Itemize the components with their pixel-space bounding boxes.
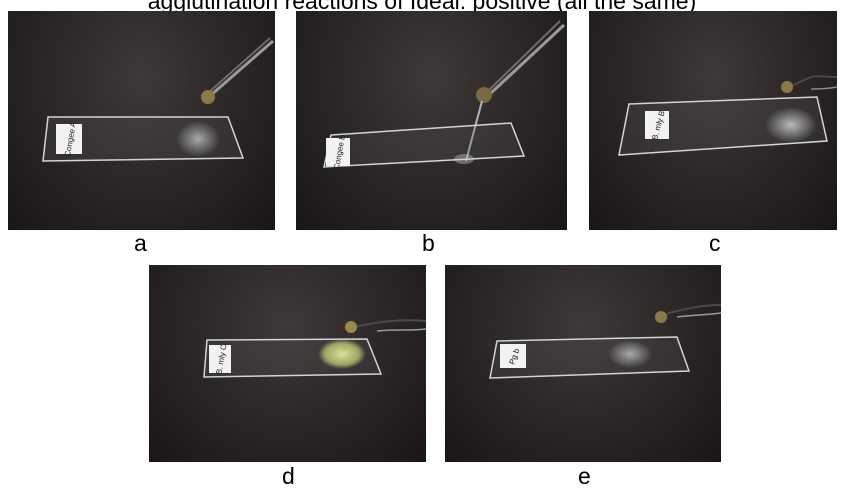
loop-icon (781, 81, 793, 93)
photo-panel-d: B. mly C (149, 265, 426, 462)
slide-scene-a: Congee A (42, 37, 274, 162)
photo-panel-e: Pg b (445, 265, 721, 462)
reaction-spot (765, 107, 817, 143)
slide-scene-d: B. mly C (203, 319, 426, 378)
reaction-spot (454, 154, 474, 164)
slide-scene-c: B. mly B (618, 75, 837, 156)
glass-slide (323, 122, 526, 168)
slide-tag (209, 345, 231, 373)
panel-label-c: c (709, 230, 721, 256)
photo-panel-a: Congee A (8, 11, 275, 230)
panel-label-a: a (134, 230, 147, 256)
photo-panel-c: B. mly B (589, 11, 837, 230)
loop-icon (476, 87, 492, 103)
slide-scene-b: Congee B (323, 20, 566, 171)
slide-tag (56, 124, 82, 154)
photo-panel-b: Congee B (296, 11, 567, 230)
loop-icon (201, 90, 215, 104)
slide-scene-e: Pg b (489, 304, 721, 379)
reaction-spot (318, 339, 366, 369)
slide-tag (326, 138, 350, 166)
loop-icon (655, 311, 667, 323)
liquid-stream (465, 100, 483, 162)
panel-label-e: e (578, 463, 591, 489)
loop-icon (345, 321, 357, 333)
panel-label-b: b (422, 230, 435, 256)
panel-label-d: d (282, 463, 295, 489)
slide-tag (500, 344, 526, 368)
reaction-spot (176, 121, 220, 157)
reaction-spot (608, 340, 652, 368)
figure-top-caption: agglutination reactions of Ideal: positi… (0, 0, 844, 11)
slide-tag (645, 111, 669, 139)
